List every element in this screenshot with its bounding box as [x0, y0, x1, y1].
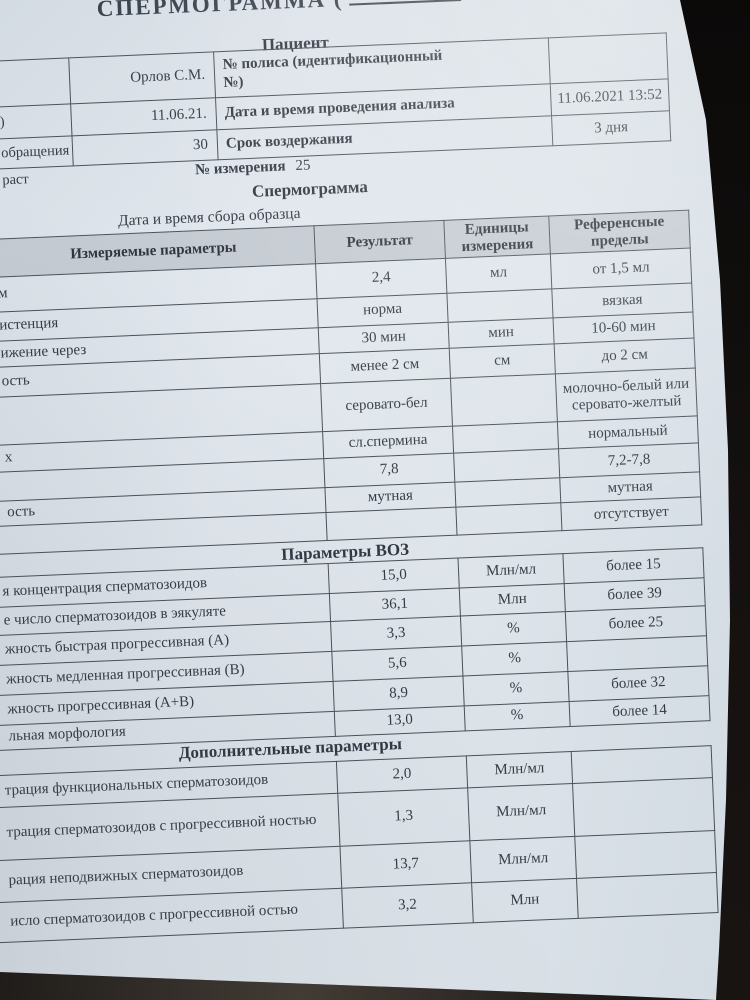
reference-cell	[572, 777, 715, 837]
reference-cell	[576, 872, 719, 919]
result-cell: 13,7	[339, 840, 472, 889]
value-cell: 3 дня	[551, 110, 671, 146]
param-cell	[0, 57, 71, 111]
measurement-number-label: № измерения	[194, 158, 286, 179]
units-cell	[455, 502, 562, 536]
result-cell	[325, 507, 458, 541]
units-cell: Млн	[459, 583, 566, 617]
measurement-number: № измерения 25	[195, 157, 311, 179]
units-cell	[446, 288, 554, 323]
units-cell: Млн/мл	[469, 836, 577, 883]
spermogram-section-title: Спермограмма	[251, 177, 369, 201]
result-cell: серовато-бел	[320, 378, 453, 432]
value-cell: Орлов С.М.	[68, 51, 216, 104]
reference-cell: отсутствует	[560, 496, 702, 531]
units-cell: %	[462, 671, 570, 706]
units-cell: мл	[445, 253, 552, 294]
value-cell	[548, 32, 669, 84]
document-title-text: СПЕРМОГРАММА (	[96, 0, 344, 22]
header-reference: Референсные пределы	[548, 210, 691, 254]
result-cell: 3,2	[341, 882, 474, 929]
units-cell: Млн/мл	[458, 553, 565, 589]
reference-cell	[574, 830, 717, 879]
units-cell: см	[449, 343, 556, 379]
spermogram-table: Измеряемые параметры Результат Единицы и…	[0, 210, 702, 561]
result-cell: 1,3	[337, 787, 470, 847]
value-cell: 30	[71, 129, 219, 166]
units-cell: %	[460, 611, 567, 646]
reference-cell: молочно-белый или серовато-желтый	[555, 367, 698, 422]
header-result: Результат	[313, 220, 446, 264]
age-label-fragment: раст	[1, 171, 30, 189]
title-blank-line	[348, 0, 462, 6]
units-cell: Млн/мл	[467, 783, 575, 841]
units-cell: %	[464, 701, 571, 731]
units-cell: Млн	[471, 878, 579, 923]
units-cell	[453, 448, 560, 483]
patient-table: Орлов С.М. № полиса (идентификационный №…	[0, 32, 671, 173]
who-table: я концентрация сперматозоидов 15,0 Млн/м…	[0, 547, 711, 756]
reference-cell: от 1,5 мл	[550, 248, 692, 289]
header-units: Единицы измерения	[443, 215, 551, 259]
units-cell: Млн/мл	[466, 751, 573, 788]
additional-table: трация функциональных сперматозоидов 2,0…	[0, 745, 719, 948]
measurement-number-value: 25	[295, 157, 311, 175]
units-cell	[450, 373, 558, 427]
reference-cell: более 14	[569, 695, 711, 727]
value-cell: 11.06.2021 13:52	[550, 78, 670, 116]
param-cell: обращения	[0, 135, 74, 173]
result-cell: 2,4	[315, 258, 447, 299]
document-title: СПЕРМОГРАММА (	[79, 0, 480, 23]
units-cell: %	[461, 641, 568, 676]
